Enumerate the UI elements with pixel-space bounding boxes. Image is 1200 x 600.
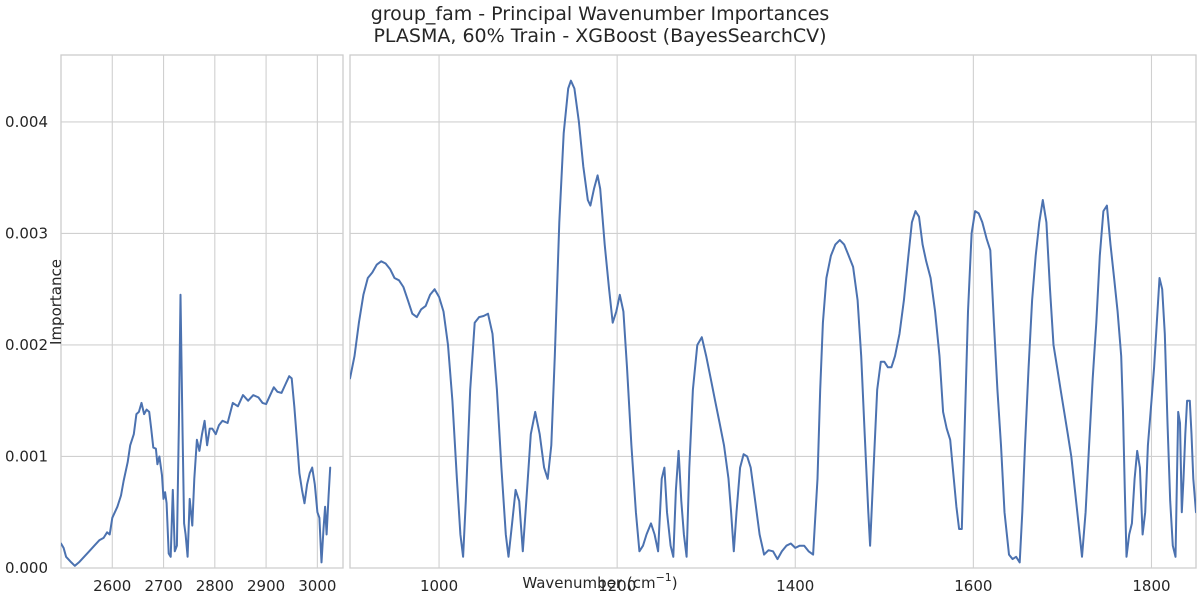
x-axis-label-main: Wavenumber (cm xyxy=(522,574,655,592)
x-tick-label: 3000 xyxy=(298,577,336,595)
x-axis-label-superscript: −1 xyxy=(656,571,672,584)
y-tick-label: 0.000 xyxy=(5,559,48,577)
y-axis: 0.000 0.001 0.002 0.003 0.004 xyxy=(5,113,48,577)
panel-fingerprint: 1000 1200 1400 1600 1800 xyxy=(349,54,1197,595)
x-tick-label: 2700 xyxy=(144,577,182,595)
plot-area xyxy=(349,54,1197,569)
x-axis-label-close: ) xyxy=(672,574,678,592)
x-tick-label: 2800 xyxy=(196,577,234,595)
y-tick-label: 0.004 xyxy=(5,113,48,131)
y-axis-label: Importance xyxy=(47,259,65,345)
y-tick-label: 0.002 xyxy=(5,336,48,354)
importance-series-line xyxy=(61,293,332,567)
x-tick-label: 1800 xyxy=(1132,577,1170,595)
y-tick-label: 0.001 xyxy=(5,447,48,465)
importance-series-line xyxy=(350,79,1196,564)
x-tick-label: 2600 xyxy=(93,577,131,595)
y-tick-label: 0.003 xyxy=(5,224,48,242)
x-axis-label: Wavenumber (cm−1) xyxy=(522,571,677,592)
x-tick-label: 1600 xyxy=(954,577,992,595)
chart-subtitle: PLASMA, 60% Train - XGBoost (BayesSearch… xyxy=(373,25,826,47)
chart-title: group_fam - Principal Wavenumber Importa… xyxy=(371,3,830,25)
x-tick-label: 2900 xyxy=(247,577,285,595)
panel-high-wavenumber: 2600 2700 2800 2900 3000 xyxy=(60,54,344,595)
plot-area xyxy=(60,54,344,569)
x-tick-label: 1200 xyxy=(598,577,636,595)
x-tick-label: 1000 xyxy=(420,577,458,595)
x-tick-label: 1400 xyxy=(776,577,814,595)
